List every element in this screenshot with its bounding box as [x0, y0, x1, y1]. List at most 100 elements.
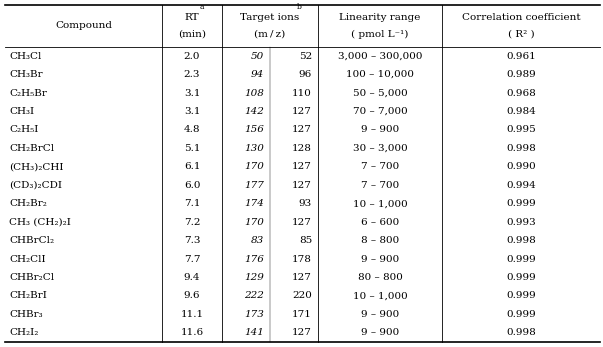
Text: 50 – 5,000: 50 – 5,000	[353, 88, 408, 98]
Text: 127: 127	[292, 162, 312, 171]
Text: CH₂Br₂: CH₂Br₂	[9, 199, 47, 208]
Text: 177: 177	[244, 181, 264, 190]
Text: CHBr₃: CHBr₃	[9, 310, 43, 319]
Text: CH₃I: CH₃I	[9, 107, 34, 116]
Text: C₂H₅I: C₂H₅I	[9, 126, 39, 135]
Text: 10 – 1,000: 10 – 1,000	[353, 199, 408, 208]
Text: 220: 220	[292, 291, 312, 301]
Text: a: a	[200, 3, 204, 11]
Text: 171: 171	[292, 310, 312, 319]
Text: (CH₃)₂CHI: (CH₃)₂CHI	[9, 162, 63, 171]
Text: 0.989: 0.989	[506, 70, 536, 79]
Text: 178: 178	[292, 255, 312, 263]
Text: 100 – 10,000: 100 – 10,000	[346, 70, 414, 79]
Text: 0.961: 0.961	[506, 52, 536, 61]
Text: 6.0: 6.0	[184, 181, 200, 190]
Text: CH₃Br: CH₃Br	[9, 70, 43, 79]
Text: 0.998: 0.998	[506, 236, 536, 245]
Text: 52: 52	[298, 52, 312, 61]
Text: 70 – 7,000: 70 – 7,000	[353, 107, 408, 116]
Text: 9 – 900: 9 – 900	[361, 310, 399, 319]
Text: 6 – 600: 6 – 600	[361, 218, 399, 227]
Text: 129: 129	[244, 273, 264, 282]
Text: 174: 174	[244, 199, 264, 208]
Text: CH₂ClI: CH₂ClI	[9, 255, 46, 263]
Text: 7.1: 7.1	[184, 199, 200, 208]
Text: 8 – 800: 8 – 800	[361, 236, 399, 245]
Text: 141: 141	[244, 328, 264, 337]
Text: 0.999: 0.999	[506, 199, 536, 208]
Text: 0.999: 0.999	[506, 310, 536, 319]
Text: 7.7: 7.7	[184, 255, 200, 263]
Text: 94: 94	[251, 70, 264, 79]
Text: 173: 173	[244, 310, 264, 319]
Text: 85: 85	[298, 236, 312, 245]
Text: 83: 83	[251, 236, 264, 245]
Text: 142: 142	[244, 107, 264, 116]
Text: 0.998: 0.998	[506, 328, 536, 337]
Text: 7 – 700: 7 – 700	[361, 162, 399, 171]
Text: 0.995: 0.995	[506, 126, 536, 135]
Text: 30 – 3,000: 30 – 3,000	[353, 144, 408, 153]
Text: 128: 128	[292, 144, 312, 153]
Text: 50: 50	[251, 52, 264, 61]
Text: 9 – 900: 9 – 900	[361, 328, 399, 337]
Text: 4.8: 4.8	[184, 126, 200, 135]
Text: 80 – 800: 80 – 800	[358, 273, 402, 282]
Text: 0.968: 0.968	[506, 88, 536, 98]
Text: 7.2: 7.2	[184, 218, 200, 227]
Text: C₂H₅Br: C₂H₅Br	[9, 88, 47, 98]
Text: 9 – 900: 9 – 900	[361, 126, 399, 135]
Text: (min): (min)	[178, 29, 206, 39]
Text: 0.999: 0.999	[506, 291, 536, 301]
Text: 108: 108	[244, 88, 264, 98]
Text: ( pmol L⁻¹): ( pmol L⁻¹)	[352, 29, 409, 39]
Text: 10 – 1,000: 10 – 1,000	[353, 291, 408, 301]
Text: Compound: Compound	[55, 22, 112, 31]
Text: 176: 176	[244, 255, 264, 263]
Text: 2.0: 2.0	[184, 52, 200, 61]
Text: 0.993: 0.993	[506, 218, 536, 227]
Text: 0.984: 0.984	[506, 107, 536, 116]
Text: 7 – 700: 7 – 700	[361, 181, 399, 190]
Text: Target ions: Target ions	[241, 14, 300, 23]
Text: CH₂I₂: CH₂I₂	[9, 328, 39, 337]
Text: 93: 93	[298, 199, 312, 208]
Text: 127: 127	[292, 181, 312, 190]
Text: 5.1: 5.1	[184, 144, 200, 153]
Text: CHBrCl₂: CHBrCl₂	[9, 236, 54, 245]
Text: 127: 127	[292, 273, 312, 282]
Text: 130: 130	[244, 144, 264, 153]
Text: RT: RT	[185, 14, 200, 23]
Text: Linearity range: Linearity range	[339, 14, 421, 23]
Text: 222: 222	[244, 291, 264, 301]
Text: 170: 170	[244, 218, 264, 227]
Text: 2.3: 2.3	[184, 70, 200, 79]
Text: (CD₃)₂CDI: (CD₃)₂CDI	[9, 181, 62, 190]
Text: 6.1: 6.1	[184, 162, 200, 171]
Text: Correlation coefficient: Correlation coefficient	[462, 14, 580, 23]
Text: 0.999: 0.999	[506, 273, 536, 282]
Text: 0.994: 0.994	[506, 181, 536, 190]
Text: 127: 127	[292, 218, 312, 227]
Text: 127: 127	[292, 126, 312, 135]
Text: 11.6: 11.6	[180, 328, 204, 337]
Text: 9.4: 9.4	[184, 273, 200, 282]
Text: 3.1: 3.1	[184, 88, 200, 98]
Text: ( R² ): ( R² )	[508, 29, 534, 39]
Text: CHBr₂Cl: CHBr₂Cl	[9, 273, 54, 282]
Text: 0.990: 0.990	[506, 162, 536, 171]
Text: 9 – 900: 9 – 900	[361, 255, 399, 263]
Text: 3.1: 3.1	[184, 107, 200, 116]
Text: 110: 110	[292, 88, 312, 98]
Text: CH₃Cl: CH₃Cl	[9, 52, 42, 61]
Text: CH₂BrCl: CH₂BrCl	[9, 144, 54, 153]
Text: CH₃ (CH₂)₂I: CH₃ (CH₂)₂I	[9, 218, 71, 227]
Text: 127: 127	[292, 107, 312, 116]
Text: b: b	[297, 3, 302, 11]
Text: 170: 170	[244, 162, 264, 171]
Text: 0.998: 0.998	[506, 144, 536, 153]
Text: 156: 156	[244, 126, 264, 135]
Text: 3,000 – 300,000: 3,000 – 300,000	[338, 52, 422, 61]
Text: 96: 96	[298, 70, 312, 79]
